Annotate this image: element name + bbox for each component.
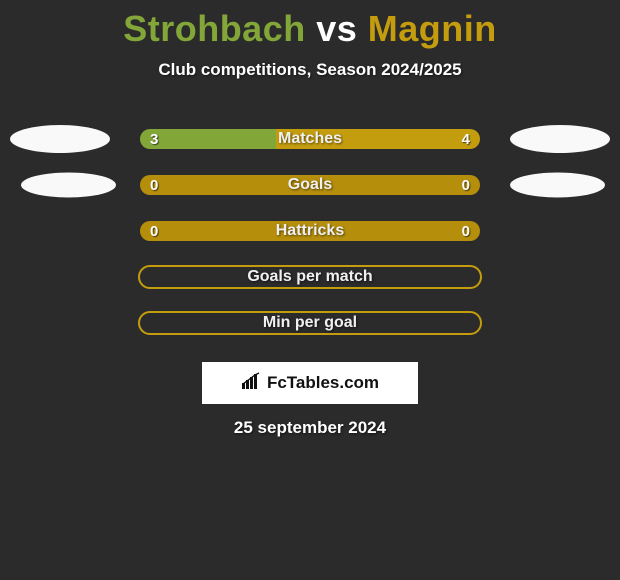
stat-bar-fill-left (140, 221, 310, 241)
player2-name: Magnin (368, 8, 497, 49)
stat-bar-fill-right (310, 175, 480, 195)
stat-bar-track: Goals per match (138, 265, 482, 289)
player2-badge (510, 125, 610, 153)
bar-chart-icon (241, 372, 261, 395)
player1-name: Strohbach (123, 8, 306, 49)
player1-badge (21, 173, 116, 198)
stat-row-goals: 00Goals (0, 162, 620, 208)
stat-row-matches: 34Matches (0, 116, 620, 162)
stat-bar-track: 34Matches (138, 127, 482, 151)
stat-row-min-per-goal: Min per goal (0, 300, 620, 346)
stat-bar-fill-left (140, 129, 276, 149)
stat-label: Goals per match (140, 267, 480, 287)
stat-bar-track: Min per goal (138, 311, 482, 335)
stat-value-left: 0 (150, 175, 158, 195)
title-vs: vs (316, 8, 357, 49)
stat-value-left: 3 (150, 129, 158, 149)
stat-value-left: 0 (150, 221, 158, 241)
stat-row-goals-per-match: Goals per match (0, 254, 620, 300)
stat-bar-fill-left (140, 175, 310, 195)
stat-bar-fill-right (310, 221, 480, 241)
player2-badge (510, 173, 605, 198)
page-title: Strohbach vs Magnin (0, 0, 620, 50)
stat-value-right: 4 (462, 129, 470, 149)
subtitle: Club competitions, Season 2024/2025 (0, 60, 620, 80)
brand-box: FcTables.com (202, 362, 418, 404)
player1-badge (10, 125, 110, 153)
stat-row-hattricks: 00Hattricks (0, 208, 620, 254)
comparison-bars: 34Matches00Goals00HattricksGoals per mat… (0, 116, 620, 346)
stat-bar-track: 00Goals (138, 173, 482, 197)
stat-value-right: 0 (462, 175, 470, 195)
stat-value-right: 0 (462, 221, 470, 241)
stat-bar-fill-right (276, 129, 480, 149)
stat-bar-track: 00Hattricks (138, 219, 482, 243)
stat-label: Min per goal (140, 313, 480, 333)
brand-text: FcTables.com (267, 373, 379, 393)
date-line: 25 september 2024 (0, 418, 620, 438)
